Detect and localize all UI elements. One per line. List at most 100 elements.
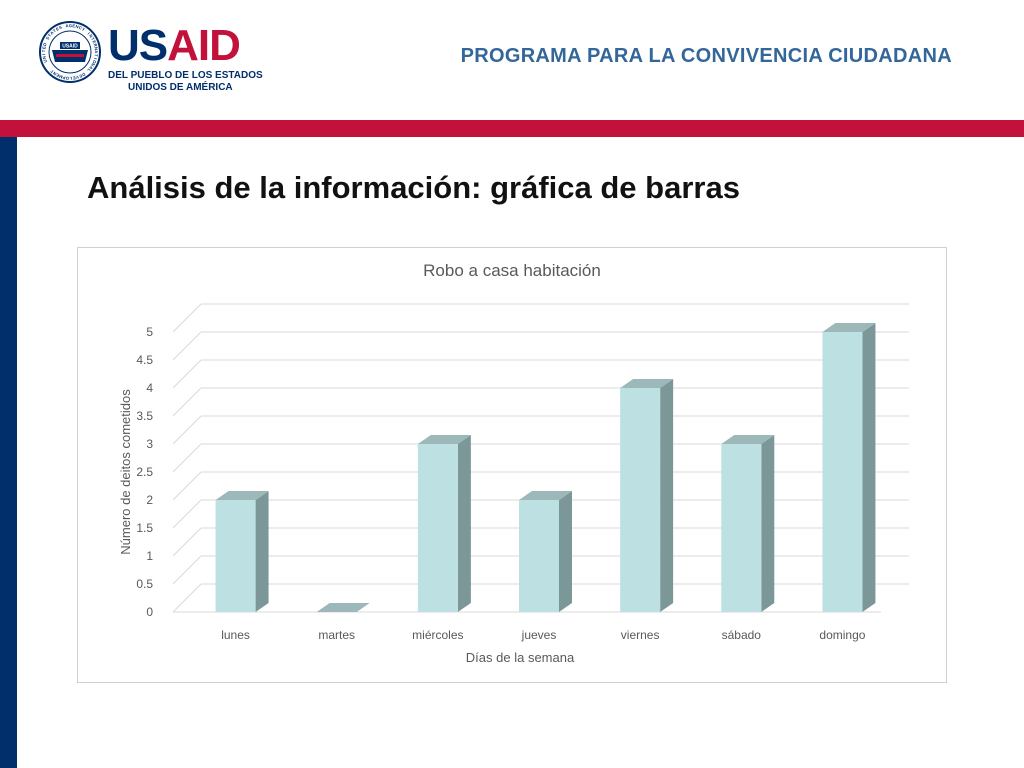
x-tick-label: jueves — [521, 628, 557, 642]
svg-text:N: N — [90, 62, 96, 67]
bar-top — [519, 491, 572, 500]
chart-svg: Robo a casa habitación 0 0.5 1 1.5 2 2.5 3 3.5 4 4… — [118, 261, 909, 665]
bar — [417, 444, 458, 612]
bar-top — [215, 491, 269, 500]
svg-text:D: D — [81, 72, 86, 78]
x-axis-title: Días de la semana — [466, 650, 575, 665]
bar-side — [862, 323, 876, 612]
program-title: PROGRAMA PARA LA CONVIVENCIA CIUDADANA — [460, 45, 952, 67]
gridline-depth — [172, 331, 202, 361]
y-tick-label: 2.5 — [136, 465, 153, 479]
bar — [620, 388, 661, 612]
bar — [519, 500, 559, 612]
svg-text:C: C — [78, 25, 83, 31]
logo-us-text: US — [108, 21, 168, 70]
y-tick-label: 3 — [146, 437, 153, 451]
bar — [721, 444, 762, 612]
svg-text:E: E — [72, 75, 76, 80]
svg-text:E: E — [72, 23, 76, 28]
logo-subtitle-line1: DEL PUEBLO DE LOS ESTADOS — [108, 70, 263, 81]
gridline-depth — [172, 303, 202, 333]
y-tick-label: 4.5 — [136, 353, 153, 367]
gridline-depth — [172, 359, 202, 389]
chart-title: Robo a casa habitación — [423, 261, 601, 280]
logo-aid-text: AID — [167, 21, 241, 70]
svg-text:O: O — [65, 76, 69, 81]
gridline-depth — [172, 471, 202, 501]
bar-side — [255, 491, 269, 612]
gridline-depth — [172, 583, 202, 613]
bar-side — [457, 435, 471, 612]
gridline-depth — [172, 443, 202, 473]
usaid-wordmark: USAID DEL PUEBLO DE LOS ESTADOS UNIDOS D… — [108, 24, 263, 94]
svg-text:D: D — [42, 42, 48, 46]
y-axis-title: Número de deitos cometidos — [118, 389, 133, 555]
svg-text:T: T — [41, 49, 46, 52]
svg-text:E: E — [92, 40, 98, 45]
svg-text:M: M — [58, 74, 63, 80]
svg-text:I: I — [41, 54, 46, 56]
svg-text:I: I — [87, 31, 91, 35]
bar-top — [822, 323, 876, 332]
svg-text:N: N — [75, 24, 79, 30]
svg-text:P: P — [62, 75, 66, 81]
red-divider-bar — [0, 120, 1024, 137]
gridline-depth — [172, 527, 202, 557]
bar-side — [660, 379, 674, 612]
y-tick-label: 0 — [146, 605, 153, 619]
x-tick-label: domingo — [819, 628, 865, 642]
bar-top — [417, 435, 471, 444]
y-tick-label: 2 — [146, 493, 153, 507]
svg-text:T: T — [94, 54, 99, 58]
svg-text:I: I — [93, 57, 98, 59]
svg-text:N: N — [41, 56, 47, 60]
gridline-depth — [172, 555, 202, 585]
blue-side-bar — [0, 137, 17, 768]
svg-text:S: S — [58, 25, 63, 31]
svg-text:N: N — [52, 71, 57, 77]
svg-text:T: T — [90, 36, 96, 41]
bar — [215, 500, 256, 612]
svg-text:A: A — [88, 65, 94, 70]
bar-side — [761, 435, 775, 612]
svg-text:O: O — [91, 59, 97, 65]
svg-text:Y: Y — [81, 26, 86, 32]
bar-chart: Robo a casa habitación 0 0.5 1 1.5 2 2.5 3 3.5 4 4… — [77, 247, 947, 683]
svg-text:T: T — [52, 28, 57, 34]
bar-top — [721, 435, 775, 444]
bar — [822, 332, 863, 612]
svg-text:N: N — [93, 47, 98, 51]
svg-text:V: V — [75, 75, 79, 81]
slide-title: Análisis de la información: gráfica de b… — [87, 170, 740, 205]
svg-text:A: A — [49, 30, 55, 36]
svg-text:USAID: USAID — [62, 44, 78, 50]
x-tick-label: lunes — [221, 628, 250, 642]
svg-text:U: U — [42, 59, 48, 64]
x-tick-label: miércoles — [412, 628, 463, 642]
svg-text:R: R — [93, 43, 99, 47]
bar-top — [316, 603, 370, 612]
y-tick-label: 1 — [146, 549, 153, 563]
svg-text:A: A — [94, 50, 99, 53]
svg-text:N: N — [88, 33, 94, 38]
bar-side — [559, 491, 572, 612]
svg-text:E: E — [41, 46, 46, 50]
y-tick-label: 5 — [146, 325, 153, 339]
y-tick-label: 0.5 — [136, 577, 153, 591]
gridline-depth — [172, 387, 202, 417]
x-tick-label: sábado — [722, 628, 762, 642]
svg-text:A: A — [65, 23, 69, 28]
gridline-depth — [172, 499, 202, 529]
svg-text:E: E — [78, 73, 83, 79]
x-tick-label: martes — [318, 628, 355, 642]
logo-subtitle-line2: UNIDOS DE AMÉRICA — [128, 82, 233, 93]
svg-text:S: S — [45, 35, 51, 40]
y-tick-label: 4 — [146, 381, 153, 395]
svg-text:T: T — [49, 68, 55, 74]
svg-text:L: L — [69, 76, 72, 81]
gridline-depth — [172, 415, 202, 445]
svg-text:L: L — [86, 68, 92, 74]
